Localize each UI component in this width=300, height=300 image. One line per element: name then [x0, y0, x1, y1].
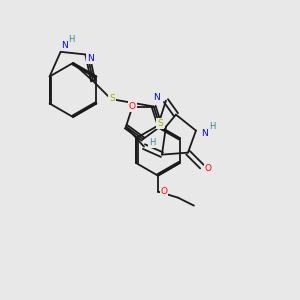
Text: N: N: [202, 129, 208, 138]
Text: S: S: [157, 119, 163, 128]
Text: H: H: [149, 138, 155, 147]
Text: O: O: [160, 187, 167, 196]
Text: O: O: [129, 102, 136, 111]
Text: N: N: [154, 93, 160, 102]
Text: H: H: [68, 35, 75, 44]
Text: S: S: [109, 94, 115, 103]
Text: H: H: [209, 122, 215, 131]
Text: N: N: [61, 41, 68, 50]
Text: O: O: [204, 164, 211, 173]
Text: N: N: [87, 54, 94, 63]
